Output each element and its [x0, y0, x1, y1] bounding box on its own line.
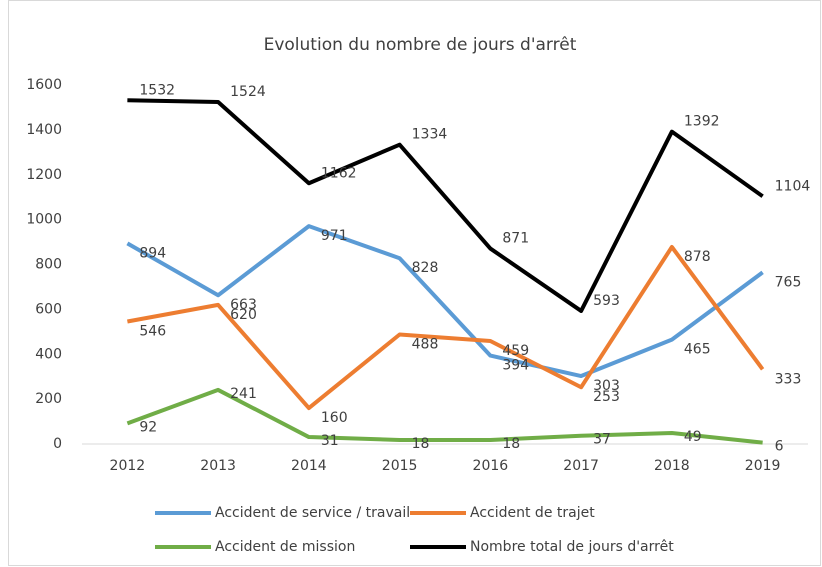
data-label: 160 — [321, 410, 348, 426]
x-tick-label: 2012 — [110, 458, 146, 474]
x-tick-label: 2015 — [382, 458, 418, 474]
x-tick-label: 2018 — [654, 458, 690, 474]
legend-label: Nombre total de jours d'arrêt — [470, 539, 674, 555]
data-label: 18 — [502, 436, 520, 452]
data-label: 620 — [230, 307, 257, 323]
series-line — [126, 387, 763, 445]
data-label: 241 — [230, 386, 257, 402]
data-label: 1532 — [139, 82, 175, 98]
y-tick-label: 1400 — [26, 122, 62, 138]
x-tick-label: 2013 — [200, 458, 236, 474]
series-line — [127, 244, 765, 411]
data-label: 37 — [593, 432, 611, 448]
data-label: 49 — [684, 429, 702, 445]
data-label: 871 — [502, 231, 529, 247]
data-label: 1104 — [775, 178, 811, 194]
data-label: 303 — [593, 378, 620, 394]
data-label: 465 — [684, 342, 711, 358]
chart-frame — [8, 0, 821, 566]
series-line — [127, 98, 764, 313]
y-tick-label: 400 — [35, 346, 62, 362]
legend-label: Accident de service / travail — [215, 505, 410, 521]
legend-label: Accident de trajet — [470, 505, 595, 521]
data-label: 894 — [139, 245, 166, 261]
data-label: 878 — [684, 249, 711, 265]
data-label: 546 — [139, 323, 166, 339]
data-label: 333 — [775, 371, 802, 387]
data-label: 1334 — [412, 127, 448, 143]
data-label: 459 — [502, 343, 529, 359]
data-label: 765 — [775, 274, 802, 290]
data-label: 971 — [321, 228, 348, 244]
data-label: 1392 — [684, 114, 720, 130]
y-tick-label: 1600 — [26, 77, 62, 93]
series-line — [126, 224, 764, 379]
data-label: 593 — [593, 293, 620, 309]
data-label: 253 — [593, 389, 620, 405]
data-label: 663 — [230, 297, 257, 313]
x-tick-label: 2017 — [563, 458, 599, 474]
y-tick-label: 0 — [53, 436, 62, 452]
chart-title: Evolution du nombre de jours d'arrêt — [264, 35, 577, 55]
data-label: 31 — [321, 433, 339, 449]
data-label: 394 — [502, 358, 529, 374]
x-tick-label: 2014 — [291, 458, 327, 474]
y-tick-label: 600 — [35, 301, 62, 317]
data-label: 1162 — [321, 165, 357, 181]
data-label: 1524 — [230, 84, 266, 100]
y-tick-label: 200 — [35, 391, 62, 407]
data-label: 488 — [412, 337, 439, 353]
data-label: 92 — [139, 419, 157, 435]
y-tick-label: 1000 — [26, 212, 62, 228]
x-tick-label: 2019 — [745, 458, 781, 474]
data-label: 6 — [775, 439, 784, 455]
legend-label: Accident de mission — [215, 539, 355, 555]
y-tick-label: 800 — [35, 257, 62, 273]
data-label: 828 — [412, 260, 439, 276]
y-tick-label: 1200 — [26, 167, 62, 183]
data-label: 18 — [412, 436, 430, 452]
x-tick-label: 2016 — [473, 458, 509, 474]
